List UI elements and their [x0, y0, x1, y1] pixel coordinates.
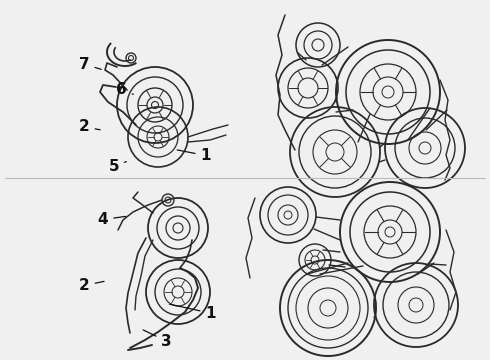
- Text: 2: 2: [79, 278, 104, 293]
- Text: 1: 1: [177, 148, 211, 163]
- Text: 1: 1: [170, 304, 216, 321]
- Text: 5: 5: [108, 159, 126, 174]
- Text: 4: 4: [98, 212, 125, 227]
- Text: 3: 3: [143, 330, 172, 349]
- Text: 6: 6: [116, 82, 133, 97]
- Text: 7: 7: [79, 57, 101, 72]
- Text: 2: 2: [79, 119, 100, 134]
